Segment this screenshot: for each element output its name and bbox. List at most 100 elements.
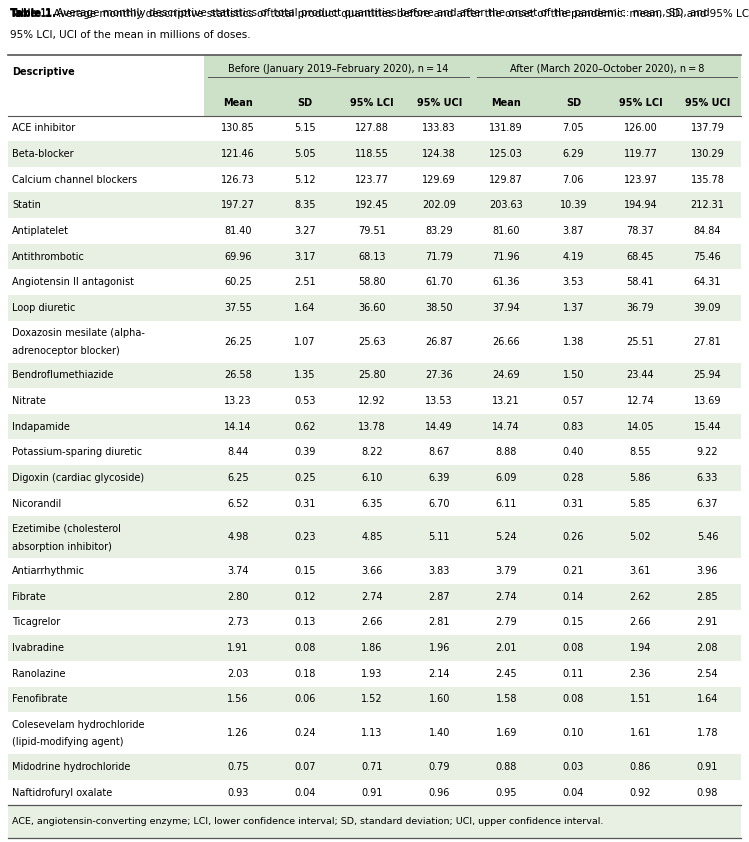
Text: 0.11: 0.11 (562, 669, 584, 679)
Text: Ranolazine: Ranolazine (12, 669, 65, 679)
Text: 0.23: 0.23 (294, 532, 316, 542)
Text: Fenofibrate: Fenofibrate (12, 695, 67, 705)
Text: 12.74: 12.74 (626, 396, 655, 406)
Text: 36.79: 36.79 (627, 303, 654, 313)
Text: 5.05: 5.05 (294, 149, 316, 159)
Text: 71.96: 71.96 (492, 252, 520, 262)
Text: 0.06: 0.06 (294, 695, 316, 705)
Text: 202.09: 202.09 (422, 200, 456, 210)
Text: 26.66: 26.66 (492, 337, 520, 347)
Text: 2.81: 2.81 (428, 617, 450, 627)
Text: Calcium channel blockers: Calcium channel blockers (12, 174, 137, 184)
Text: 3.61: 3.61 (630, 566, 651, 576)
Text: 1.69: 1.69 (496, 728, 517, 738)
Bar (8, 388, 741, 414)
Text: 0.83: 0.83 (562, 422, 584, 432)
Text: 13.23: 13.23 (224, 396, 252, 406)
Text: 0.10: 0.10 (562, 728, 584, 738)
Text: 3.96: 3.96 (697, 566, 718, 576)
Text: Ezetimibe (cholesterol: Ezetimibe (cholesterol (12, 524, 121, 534)
Text: 1.35: 1.35 (294, 370, 316, 381)
Text: 1.38: 1.38 (562, 337, 584, 347)
Text: 4.85: 4.85 (361, 532, 383, 542)
Text: 123.77: 123.77 (355, 174, 389, 184)
Bar (8, 295, 741, 321)
Text: 133.83: 133.83 (422, 123, 456, 133)
Text: 0.31: 0.31 (294, 498, 316, 509)
Text: 0.08: 0.08 (294, 643, 316, 653)
Text: SD: SD (297, 98, 312, 108)
Text: 84.84: 84.84 (694, 226, 721, 236)
Bar (8, 167, 741, 193)
Bar (8, 6, 741, 55)
Text: 127.88: 127.88 (355, 123, 389, 133)
Text: 0.93: 0.93 (227, 787, 249, 797)
Text: 0.92: 0.92 (630, 787, 651, 797)
Text: 13.69: 13.69 (694, 396, 721, 406)
Text: 2.14: 2.14 (428, 669, 450, 679)
Text: 1.91: 1.91 (227, 643, 249, 653)
Text: 124.38: 124.38 (422, 149, 456, 159)
Text: 1.40: 1.40 (428, 728, 450, 738)
Text: 1.93: 1.93 (362, 669, 383, 679)
Text: 0.71: 0.71 (361, 762, 383, 772)
Text: 0.75: 0.75 (227, 762, 249, 772)
Text: 2.01: 2.01 (496, 643, 517, 653)
Text: 27.36: 27.36 (425, 370, 453, 381)
Bar (8, 584, 741, 610)
Text: 8.55: 8.55 (630, 447, 651, 457)
Text: 36.60: 36.60 (358, 303, 386, 313)
Text: 14.74: 14.74 (492, 422, 520, 432)
Text: 2.66: 2.66 (630, 617, 651, 627)
Text: 5.24: 5.24 (495, 532, 517, 542)
Bar (204, 55, 473, 90)
Text: 0.03: 0.03 (562, 762, 584, 772)
Text: 81.60: 81.60 (493, 226, 520, 236)
Text: 0.12: 0.12 (294, 592, 316, 602)
Text: Midodrine hydrochloride: Midodrine hydrochloride (12, 762, 130, 772)
Text: 0.88: 0.88 (496, 762, 517, 772)
Bar (8, 193, 741, 218)
Text: 8.44: 8.44 (227, 447, 249, 457)
Text: 130.85: 130.85 (221, 123, 255, 133)
Text: After (March 2020–October 2020), n = 8: After (March 2020–October 2020), n = 8 (509, 64, 704, 74)
Text: 3.53: 3.53 (562, 277, 584, 287)
Text: 135.78: 135.78 (691, 174, 724, 184)
Text: 1.56: 1.56 (227, 695, 249, 705)
Text: 1.64: 1.64 (294, 303, 316, 313)
Text: 0.98: 0.98 (697, 787, 718, 797)
Bar (8, 712, 741, 754)
Text: 95% UCI: 95% UCI (416, 98, 462, 108)
Text: 39.09: 39.09 (694, 303, 721, 313)
Text: 24.69: 24.69 (492, 370, 520, 381)
Text: 95% UCI: 95% UCI (685, 98, 730, 108)
Text: 0.91: 0.91 (362, 787, 383, 797)
Text: 95% LCI: 95% LCI (351, 98, 394, 108)
Text: 26.25: 26.25 (224, 337, 252, 347)
Text: 0.15: 0.15 (294, 566, 316, 576)
Text: 192.45: 192.45 (355, 200, 389, 210)
Text: 13.21: 13.21 (492, 396, 520, 406)
Text: 68.45: 68.45 (627, 252, 654, 262)
Bar (8, 414, 741, 440)
Text: Table 1.: Table 1. (10, 8, 56, 18)
Text: 6.10: 6.10 (362, 473, 383, 483)
Text: 2.73: 2.73 (227, 617, 249, 627)
Bar (8, 754, 741, 780)
Text: 125.03: 125.03 (489, 149, 524, 159)
Text: 6.25: 6.25 (227, 473, 249, 483)
Text: 3.66: 3.66 (362, 566, 383, 576)
Text: 0.57: 0.57 (562, 396, 584, 406)
Text: Colesevelam hydrochloride: Colesevelam hydrochloride (12, 720, 145, 730)
Text: 61.36: 61.36 (493, 277, 520, 287)
Text: SD: SD (565, 98, 581, 108)
Text: Potassium-sparing diuretic: Potassium-sparing diuretic (12, 447, 142, 457)
Text: 64.31: 64.31 (694, 277, 721, 287)
Bar (8, 440, 741, 465)
Text: 0.08: 0.08 (562, 695, 584, 705)
Text: 119.77: 119.77 (623, 149, 658, 159)
Bar (204, 90, 473, 115)
Text: 3.87: 3.87 (562, 226, 584, 236)
Text: 12.92: 12.92 (358, 396, 386, 406)
Text: 83.29: 83.29 (425, 226, 453, 236)
